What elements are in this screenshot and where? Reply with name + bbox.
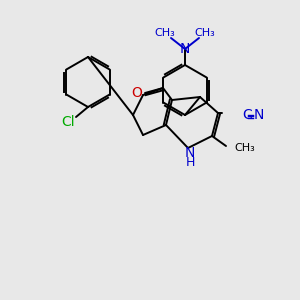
- Text: CH₃: CH₃: [154, 28, 176, 38]
- Text: N: N: [254, 108, 264, 122]
- Text: C: C: [242, 108, 252, 122]
- Text: Cl: Cl: [61, 115, 75, 129]
- Text: N: N: [185, 146, 195, 160]
- Text: O: O: [132, 86, 142, 100]
- Text: N: N: [180, 42, 190, 56]
- Text: CH₃: CH₃: [234, 143, 255, 153]
- Text: CH₃: CH₃: [195, 28, 215, 38]
- Text: H: H: [185, 157, 195, 169]
